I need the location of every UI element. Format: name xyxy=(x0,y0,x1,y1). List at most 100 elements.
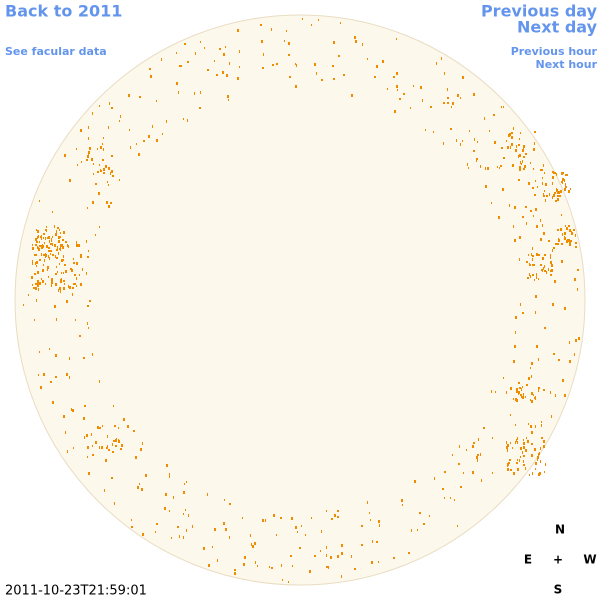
back-link[interactable]: Back to 2011 xyxy=(5,2,122,21)
facular-spot xyxy=(59,248,60,250)
facular-spot xyxy=(535,468,536,470)
facular-spot xyxy=(441,57,442,60)
facular-spot xyxy=(447,102,449,104)
facular-spot xyxy=(320,550,321,552)
facular-spot xyxy=(43,245,44,248)
facular-spot xyxy=(64,283,65,285)
facular-spot xyxy=(64,154,66,157)
facular-spot xyxy=(534,142,535,145)
facular-spot xyxy=(376,541,378,543)
facular-spot xyxy=(128,94,130,97)
facular-spot xyxy=(137,486,139,489)
facular-spot xyxy=(91,158,93,161)
facular-spot xyxy=(121,444,123,447)
facular-spot xyxy=(237,77,239,80)
facular-spot xyxy=(334,514,336,517)
facular-spot xyxy=(518,155,519,158)
facular-spot xyxy=(60,290,61,293)
facular-spot xyxy=(422,99,423,102)
facular-spot xyxy=(257,565,258,567)
facular-spot xyxy=(86,159,88,161)
compass-north: N xyxy=(555,523,565,537)
facular-spot xyxy=(556,189,558,192)
facular-spot xyxy=(63,272,64,274)
facular-spot xyxy=(536,276,537,279)
facular-spot xyxy=(408,552,410,554)
compass-west: W xyxy=(583,553,596,567)
facular-spot xyxy=(92,201,94,204)
facular-spot xyxy=(35,238,37,241)
facular-spot xyxy=(520,456,521,458)
facular-spot xyxy=(71,269,73,272)
facular-spot xyxy=(515,398,517,401)
facular-spot xyxy=(71,408,72,411)
previous-hour-link[interactable]: Previous hour xyxy=(511,45,598,58)
facular-spot xyxy=(108,184,109,186)
facular-spot xyxy=(552,249,553,252)
facular-spot xyxy=(214,528,216,531)
facular-spot xyxy=(262,67,264,69)
facular-spot xyxy=(115,445,117,447)
facular-spot xyxy=(340,22,341,24)
facular-spot xyxy=(199,107,201,109)
facular-spot xyxy=(179,65,180,67)
facular-spot xyxy=(536,273,537,276)
facular-spot xyxy=(36,241,38,243)
facular-spot xyxy=(564,179,565,182)
facular-spot xyxy=(560,190,561,192)
facular-spot xyxy=(301,525,302,527)
facular-spot xyxy=(526,384,528,386)
facular-spot xyxy=(337,510,339,512)
facular-spot xyxy=(40,386,42,389)
next-day-link[interactable]: Next day xyxy=(517,18,598,37)
facular-spot xyxy=(108,205,110,208)
facular-spot xyxy=(87,446,89,449)
facular-spot xyxy=(112,451,114,453)
facular-spot xyxy=(543,232,545,235)
facular-spot xyxy=(69,357,70,360)
facular-spot xyxy=(491,390,492,393)
facular-spot xyxy=(534,131,536,133)
facular-spot xyxy=(32,284,33,286)
facular-spot xyxy=(351,94,353,97)
facular-spot xyxy=(513,360,515,363)
facular-spot xyxy=(261,40,263,43)
facular-spot xyxy=(326,546,327,549)
facular-spot xyxy=(523,460,524,463)
facular-spot xyxy=(468,167,469,169)
facular-spot xyxy=(343,74,345,76)
facular-spot xyxy=(393,76,395,78)
facular-spot xyxy=(535,295,537,298)
facular-spot xyxy=(532,472,533,475)
facular-spot xyxy=(63,280,65,282)
facular-spot xyxy=(401,499,403,502)
facular-spot xyxy=(84,405,86,407)
facular-spot xyxy=(477,141,478,143)
facular-spot xyxy=(519,258,520,261)
facular-spot xyxy=(571,232,573,235)
next-hour-link[interactable]: Next hour xyxy=(536,58,598,71)
facular-spot xyxy=(39,351,40,353)
facular-spot xyxy=(60,247,61,249)
facular-spot xyxy=(183,491,185,494)
facular-spot xyxy=(561,214,562,216)
facular-spot xyxy=(538,254,540,256)
facular-spot xyxy=(119,120,120,122)
facular-spot xyxy=(499,167,500,169)
facular-spots xyxy=(23,18,580,583)
facular-spot xyxy=(480,453,481,456)
facular-spot xyxy=(89,147,91,150)
facular-spot xyxy=(110,172,111,175)
facular-link[interactable]: See facular data xyxy=(5,45,107,58)
previous-day-link[interactable]: Previous day xyxy=(481,2,598,21)
facular-spot xyxy=(454,499,455,501)
facular-spot xyxy=(506,391,507,394)
facular-spot xyxy=(542,257,544,260)
facular-spot xyxy=(99,380,100,383)
facular-spot xyxy=(208,564,210,567)
facular-spot xyxy=(52,254,54,256)
facular-spot xyxy=(367,501,368,504)
facular-spot xyxy=(138,153,140,156)
facular-spot xyxy=(43,237,44,239)
facular-spot xyxy=(526,437,527,439)
